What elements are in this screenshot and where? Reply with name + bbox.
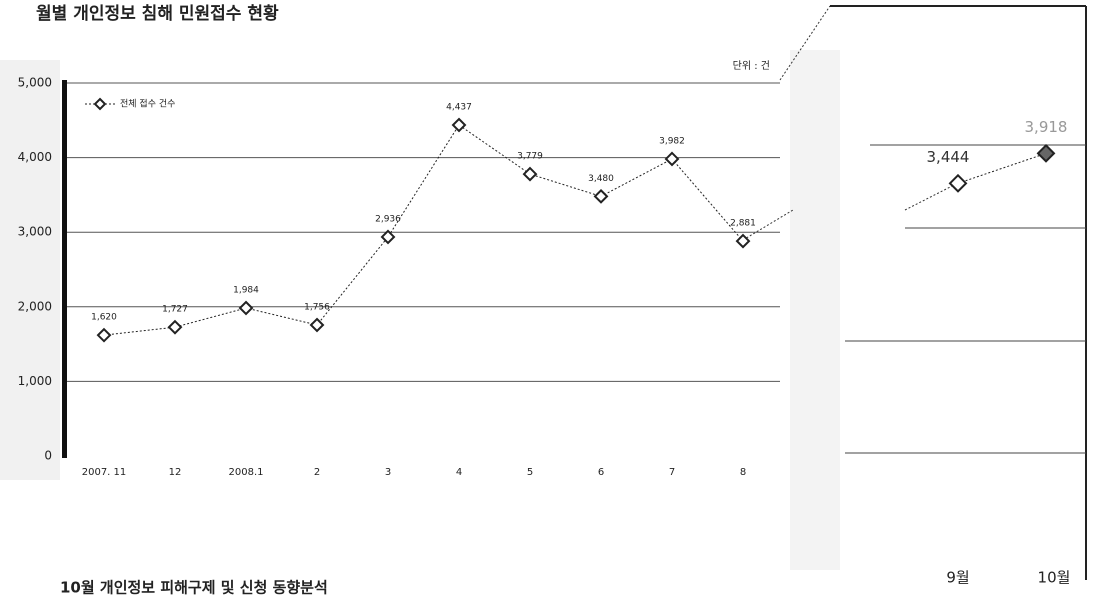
halftone-bg [790, 50, 840, 570]
data-label: 3,982 [659, 136, 685, 146]
y-tick-label: 2,000 [18, 299, 52, 313]
data-label: 2,936 [375, 214, 401, 224]
data-point [948, 173, 968, 193]
x-tick-label: 12 [169, 467, 182, 478]
y-tick-label: 4,000 [18, 150, 52, 164]
x-tick-label: 10월 [1038, 569, 1071, 587]
unit-label: 단위 : 건 [733, 59, 770, 72]
data-label: 3,918 [1025, 118, 1068, 136]
y-tick-label: 3,000 [18, 225, 52, 239]
legend-marker [93, 97, 107, 111]
caption: 10월 개인정보 피해구제 및 신청 동향분석 [60, 579, 328, 596]
data-label: 1,984 [233, 285, 259, 295]
data-point [593, 188, 609, 204]
chart-title: 월별 개인정보 침해 민원접수 현황 [36, 3, 279, 24]
series-line [957, 152, 1047, 184]
data-point [380, 229, 396, 245]
data-point [664, 151, 680, 167]
data-point [735, 233, 751, 249]
x-tick-label: 2007. 11 [82, 467, 127, 478]
data-label: 3,480 [588, 174, 614, 184]
x-tick-label: 3 [385, 467, 391, 478]
y-tick-label: 1,000 [18, 374, 52, 388]
x-tick-label: 6 [598, 467, 604, 478]
data-label: 1,620 [91, 313, 117, 323]
legend-label: 전체 접수 건수 [120, 98, 175, 110]
data-point [1036, 143, 1056, 163]
data-point [96, 327, 112, 343]
data-point [167, 319, 183, 335]
data-label: 1,756 [304, 303, 330, 313]
x-tick-label: 2 [314, 467, 320, 478]
continuation [904, 182, 959, 211]
x-tick-label: 2008.1 [229, 467, 264, 478]
zoom-connector [779, 5, 831, 81]
data-label: 4,437 [446, 102, 472, 112]
x-tick-label: 4 [456, 467, 462, 478]
y-tick-label: 5,000 [18, 76, 52, 90]
x-tick-label: 9월 [946, 569, 969, 587]
data-label: 3,779 [517, 152, 543, 162]
data-label: 1,727 [162, 305, 188, 315]
data-label: 3,444 [927, 148, 970, 166]
data-label: 2,881 [730, 219, 756, 229]
x-tick-label: 5 [527, 467, 533, 478]
data-point [451, 117, 467, 133]
y-tick-label: 0 [44, 449, 52, 463]
data-point [309, 317, 325, 333]
x-tick-label: 8 [740, 467, 746, 478]
continuation [742, 209, 794, 241]
y-axis [62, 80, 67, 458]
series-line [103, 124, 744, 336]
data-point [238, 300, 254, 316]
x-tick-label: 7 [669, 467, 675, 478]
data-point [522, 166, 538, 182]
halftone-bg [0, 60, 60, 480]
